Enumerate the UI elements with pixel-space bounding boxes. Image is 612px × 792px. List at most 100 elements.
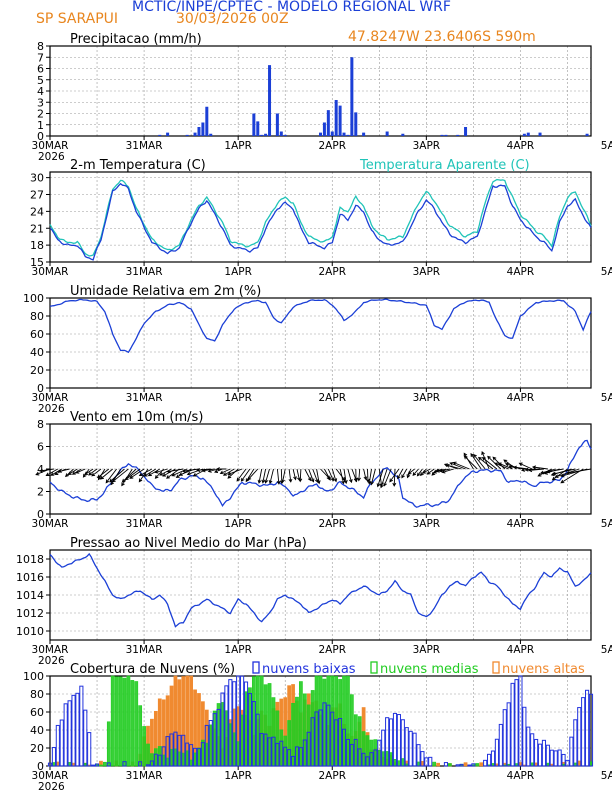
cloud-low-bar: [91, 764, 96, 767]
wind-arrow: [124, 468, 141, 481]
cloud-title: Cobertura de Nuvens (%): [70, 662, 235, 677]
y-tick-label: 80: [30, 688, 44, 701]
x-tick-label: 30MAR: [32, 644, 69, 656]
cloud-low-bar: [138, 761, 143, 767]
precip-bar: [166, 132, 170, 136]
precip-bar: [464, 127, 468, 136]
wind-arrow: [327, 468, 335, 482]
legend-box: [492, 661, 500, 674]
wind-arrow: [512, 465, 529, 470]
wind-arrow: [545, 468, 564, 474]
wind-arrow: [109, 468, 125, 483]
wind-arrow: [281, 468, 286, 484]
precip-bar: [205, 106, 209, 136]
apparent-temperature-line: [49, 178, 592, 257]
y-tick-label: 15: [30, 256, 44, 269]
legend-nuvens-baixas: nuvens baixas: [262, 662, 356, 677]
cloud-low-bar: [561, 753, 566, 767]
temp-legend: Temperatura Aparente (C): [359, 158, 530, 173]
wind-arrow: [449, 462, 466, 470]
y-tick-label: 20: [30, 364, 44, 377]
cloud-low-bar: [208, 720, 213, 767]
cloud-low-bar: [377, 739, 382, 767]
x-tick-label: 30MAR: [32, 770, 69, 782]
cloud-low-bar: [326, 704, 331, 767]
wind-arrow: [214, 468, 223, 473]
cloud-low-bar: [428, 756, 433, 767]
wind-arrow: [138, 468, 149, 483]
wind-arrow: [268, 468, 274, 485]
wind-arrow: [261, 468, 267, 484]
cloud-low-bar: [338, 717, 343, 767]
wind-arrow: [201, 468, 215, 473]
cloud-low-bar: [279, 740, 284, 767]
y-tick-label: 0: [37, 130, 44, 143]
wind-arrow: [470, 453, 482, 470]
wind-arrow: [383, 468, 392, 487]
precip-bar: [522, 133, 526, 136]
wind-arrow: [416, 468, 423, 477]
temp-title: 2-m Temperatura (C): [70, 158, 206, 173]
x-tick-label: 2APR: [319, 392, 347, 404]
y-tick-label: 5: [37, 74, 44, 87]
x-tick-label: 31MAR: [126, 266, 163, 278]
wind-arrow: [426, 468, 435, 475]
precip-bar: [283, 134, 287, 136]
cloud-low-bar: [79, 685, 84, 767]
precip-bar: [319, 132, 322, 136]
cloud-low-bar: [59, 719, 64, 767]
cloud-low-bar: [349, 743, 354, 767]
cloud-low-bar: [577, 707, 582, 767]
wind-arrow: [487, 455, 502, 470]
cloud-low-bar: [220, 692, 225, 767]
cloud-low-bar: [365, 756, 370, 767]
wind-arrow: [380, 468, 388, 489]
wind-arrow: [181, 468, 200, 473]
x-tick-label: 2APR: [319, 770, 347, 782]
cloud-low-bar: [314, 711, 319, 767]
wind-arrow: [240, 468, 251, 482]
y-tick-label: 60: [30, 706, 44, 719]
wind-arrow: [96, 468, 110, 479]
cloud-low-bar: [412, 732, 417, 767]
cloud-low-bar: [189, 744, 194, 767]
wind-arrow: [412, 468, 419, 477]
cloud-low-bar: [420, 751, 425, 767]
cloud-low-bar: [196, 748, 202, 767]
wind-arrow: [247, 468, 259, 481]
cloud-low-bar: [487, 753, 492, 767]
y-tick-label: 1014: [16, 589, 44, 602]
x-tick-label: 5APR: [601, 140, 612, 152]
cloud-low-bar: [255, 713, 260, 767]
cloud-low-bar: [106, 762, 111, 767]
wind-arrow: [397, 468, 404, 480]
x-tick-label: 3APR: [413, 392, 441, 404]
cloud-low-bar: [263, 733, 268, 767]
x-tick-label: 1APR: [224, 770, 252, 782]
precip-bar: [197, 127, 201, 136]
cloud-low-bar: [459, 763, 464, 767]
x-tick-label: 5APR: [601, 644, 612, 656]
wind-arrow: [88, 468, 98, 476]
wind-arrow: [298, 468, 303, 483]
x-year-label: 2026: [38, 781, 65, 792]
precip-bar: [456, 134, 460, 136]
cloud-low-bar: [302, 739, 307, 767]
y-tick-label: 24: [30, 205, 44, 218]
cloud-low-bar: [373, 749, 378, 767]
wind-arrow: [452, 461, 470, 470]
y-tick-label: 0: [37, 760, 44, 773]
cloud-low-bar: [502, 709, 507, 767]
cloud-low-bar: [55, 724, 60, 767]
cloud-low-bar: [67, 700, 72, 767]
precip-bar: [342, 132, 346, 136]
wind-arrow: [463, 452, 474, 470]
cloud-low-bar: [471, 763, 476, 767]
temperature-line: [49, 182, 592, 261]
cloud-mid-bar: [103, 761, 107, 767]
precip-bar: [185, 134, 189, 136]
wind-arrow: [389, 468, 400, 483]
cloud-low-bar: [259, 732, 264, 767]
cloud-low-bar: [581, 697, 586, 767]
wind-arrow: [528, 468, 545, 473]
